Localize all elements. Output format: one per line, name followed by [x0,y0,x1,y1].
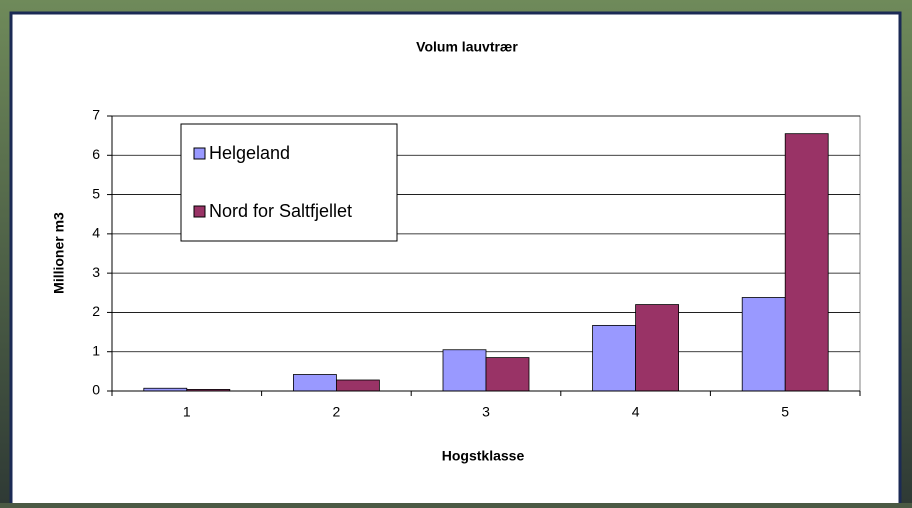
x-tick-label: 5 [781,404,789,420]
bar [742,298,785,392]
y-tick-label: 1 [92,342,100,358]
x-tick-label: 1 [183,404,191,420]
legend-label: Nord for Saltfjellet [209,201,352,221]
y-axis-label: Millioner m3 [51,212,67,294]
y-tick-label: 3 [92,264,100,280]
bar [486,358,529,391]
legend-swatch [194,148,205,159]
legend-box [181,124,397,241]
bar [785,134,828,391]
y-tick-label: 7 [92,107,100,123]
chart-title: Volum lauvtrær [416,39,518,55]
y-tick-label: 6 [92,146,100,162]
x-axis-label: Hogstklasse [442,448,525,464]
y-tick-label: 2 [92,303,100,319]
bar [293,375,336,392]
x-tick-label: 2 [333,404,341,420]
bar [336,380,379,391]
chart: Volum lauvtrær Hogstklasse Millioner m3 … [0,0,912,503]
legend-label: Helgeland [209,143,290,163]
bar [443,350,486,391]
y-tick-label: 5 [92,185,100,201]
y-tick-label: 0 [92,382,100,398]
x-tick-label: 4 [632,404,640,420]
bar [593,325,636,391]
legend-swatch [194,206,205,217]
page: {"chart_data": {"type": "bar", "title": … [0,0,912,503]
x-tick-label: 3 [482,404,490,420]
bar [636,305,679,391]
y-tick-label: 4 [92,225,100,241]
